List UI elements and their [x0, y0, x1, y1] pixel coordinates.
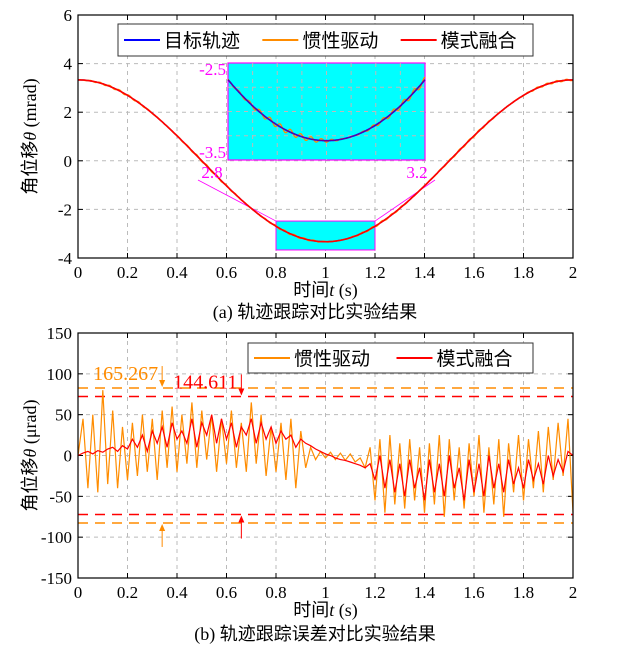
x-tick-label: 0.8: [265, 263, 286, 282]
y-label-text: 角位移: [20, 457, 40, 511]
x-tick-label: 1.8: [513, 583, 534, 602]
y-tick-label: 100: [47, 365, 73, 384]
x-tick-label: 0: [74, 263, 83, 282]
y-tick-label: -150: [41, 569, 72, 588]
x-label-text: 时间: [293, 280, 329, 300]
x-label-var: t: [329, 600, 335, 620]
y-label-unit: (mrad): [20, 78, 41, 131]
series-line-1: [77, 414, 574, 501]
connector-line: [197, 179, 277, 222]
x-label-unit: (s): [334, 280, 358, 301]
x-tick-label: 1: [321, 583, 330, 602]
legend-label: 目标轨迹: [164, 30, 240, 52]
subplot-a: 0 0.2 0.4 0.6 0.8 1 1.2 1.4 1.6 1.8 2 -4 -2 0 2 4 6 时间t (…: [20, 6, 577, 301]
caption-b: (b) 轨迹跟踪误差对比实验结果: [194, 624, 436, 645]
x-axis-label: 时间t (s): [293, 280, 358, 301]
y-label-var: θ: [20, 448, 40, 457]
arrow-up-icon-head: [159, 523, 166, 531]
legend-label: 模式融合: [437, 348, 513, 370]
zoom-region: [275, 220, 376, 251]
x-tick-label: 0.6: [216, 263, 237, 282]
y-axis-label: 角位移θ (μrad): [20, 400, 41, 512]
legend-label: 惯性驱动: [302, 30, 378, 52]
axes-frame: [77, 332, 574, 579]
arrow-up-icon-head: [238, 515, 245, 523]
y-tick-label: 6: [64, 6, 73, 25]
inset-xlabel-right: 3.2: [406, 163, 427, 182]
x-label-unit: (s): [334, 600, 358, 621]
x-label-text: 时间: [293, 600, 329, 620]
x-label-var: t: [329, 280, 335, 300]
connector-line: [374, 179, 436, 222]
x-tick-label: 0.6: [216, 583, 237, 602]
inset-series-fusion: [227, 79, 426, 142]
y-tick-label: 0: [64, 447, 73, 466]
inset-ylabel-bottom: -3.5: [199, 143, 226, 162]
bound-label: 165.267: [93, 363, 158, 385]
legend-box: [117, 23, 534, 57]
x-tick-label: 1: [321, 263, 330, 282]
y-tick-label: -100: [41, 528, 72, 547]
y-tick-label: 4: [64, 55, 73, 74]
y-label-var: θ: [20, 132, 40, 141]
x-tick-label: 1.2: [364, 263, 385, 282]
y-tick-label: -2: [58, 200, 72, 219]
x-tick-label: 0.4: [166, 583, 188, 602]
y-tick-label: 0: [64, 152, 73, 171]
x-tick-label: 2: [569, 583, 578, 602]
y-tick-label: 150: [47, 324, 73, 343]
x-tick-label: 1.8: [513, 263, 534, 282]
arrow-down-icon-head: [238, 388, 245, 396]
subplot-b: 0 0.2 0.4 0.6 0.8 1 1.2 1.4 1.6 1.8 2 -150 -100 -50 0 5…: [20, 324, 577, 621]
x-tick-label: 0.4: [166, 263, 188, 282]
inset-xlabel-left: 2.8: [201, 163, 222, 182]
y-tick-label: 50: [55, 406, 72, 425]
x-tick-label: 2: [569, 263, 578, 282]
legend-label: 模式融合: [441, 30, 517, 52]
x-tick-label: 1.4: [414, 583, 436, 602]
y-label-unit: (μrad): [20, 400, 41, 449]
arrow-down-icon-head: [159, 380, 166, 388]
x-tick-label: 1.6: [463, 583, 484, 602]
inset-series-inertial: [227, 76, 426, 143]
x-tick-label: 1.4: [414, 263, 436, 282]
y-axis-label: 角位移θ (mrad): [20, 78, 41, 194]
x-tick-label: 1.2: [364, 583, 385, 602]
axes-frame: [77, 14, 574, 259]
y-tick-label: 2: [64, 103, 73, 122]
x-tick-label: 0: [74, 583, 83, 602]
caption-a: (a) 轨迹跟踪对比实验结果: [213, 302, 417, 323]
x-tick-label: 0.2: [117, 263, 138, 282]
x-axis-label: 时间t (s): [293, 600, 358, 621]
bound-label: 144.611: [173, 371, 237, 393]
y-tick-label: -4: [58, 249, 73, 268]
series-line-2: [78, 79, 573, 243]
y-label-text: 角位移: [20, 141, 40, 195]
inset-ylabel-top: -2.5: [199, 60, 226, 79]
legend-label: 惯性驱动: [294, 348, 370, 370]
x-tick-label: 1.6: [463, 263, 484, 282]
x-tick-label: 0.2: [117, 583, 138, 602]
y-tick-label: -50: [49, 487, 72, 506]
x-tick-label: 0.8: [265, 583, 286, 602]
legend-box: [247, 342, 534, 374]
